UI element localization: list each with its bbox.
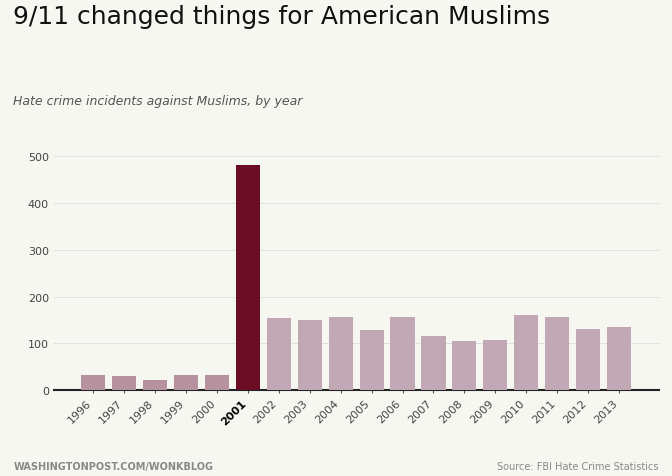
Bar (298, 321, 322, 390)
Bar (236, 166, 260, 390)
Bar (143, 380, 167, 390)
Bar (329, 317, 353, 390)
Bar (112, 376, 136, 390)
Text: WASHINGTONPOST.COM/WONKBLOG: WASHINGTONPOST.COM/WONKBLOG (13, 461, 214, 471)
Text: Source: FBI Hate Crime Statistics: Source: FBI Hate Crime Statistics (497, 461, 659, 471)
Bar (205, 375, 229, 390)
Bar (607, 327, 631, 390)
Bar (81, 375, 106, 390)
Bar (421, 337, 446, 390)
Bar (360, 330, 384, 390)
Bar (576, 329, 600, 390)
Text: 9/11 changed things for American Muslims: 9/11 changed things for American Muslims (13, 5, 550, 29)
Bar (390, 317, 415, 390)
Bar (545, 317, 569, 390)
Bar (452, 341, 476, 390)
Bar (267, 318, 291, 390)
Bar (483, 340, 507, 390)
Text: Hate crime incidents against Muslims, by year: Hate crime incidents against Muslims, by… (13, 95, 303, 108)
Bar (174, 376, 198, 390)
Bar (514, 316, 538, 390)
